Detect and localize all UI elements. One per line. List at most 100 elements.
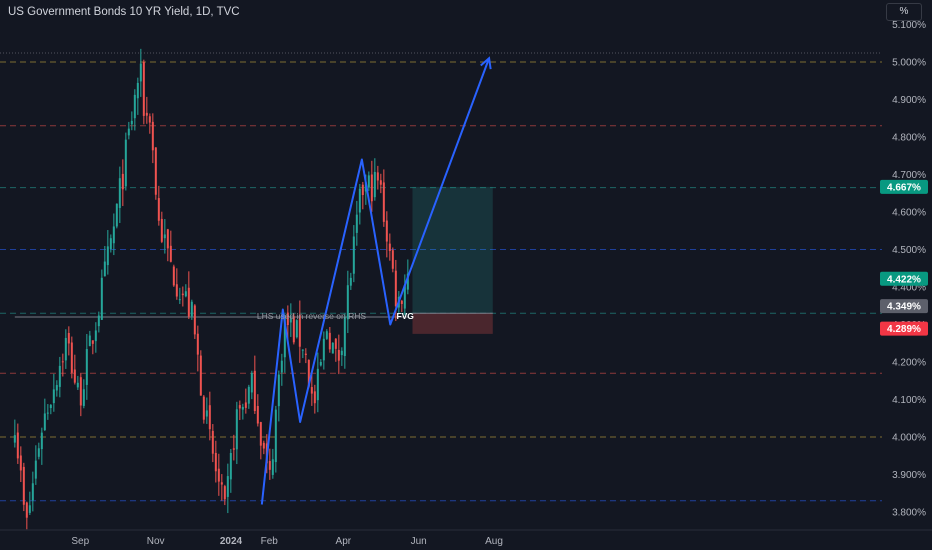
target-zone bbox=[412, 186, 493, 314]
candle-up bbox=[352, 236, 355, 274]
candle-down bbox=[151, 121, 154, 151]
candle-up bbox=[13, 435, 16, 443]
candle-up bbox=[88, 335, 91, 347]
candle-up bbox=[49, 404, 52, 409]
candle-up bbox=[31, 483, 34, 501]
candle-down bbox=[61, 361, 64, 363]
candle-down bbox=[391, 250, 394, 269]
candle-up bbox=[139, 63, 142, 82]
x-tick-label: 2024 bbox=[220, 536, 243, 547]
candle-down bbox=[298, 315, 301, 347]
candle-up bbox=[133, 94, 136, 119]
candle-up bbox=[178, 299, 181, 301]
candle-down bbox=[208, 405, 211, 430]
x-tick-label: Jun bbox=[411, 536, 427, 547]
candle-down bbox=[25, 502, 28, 518]
candle-down bbox=[223, 486, 226, 500]
candle-up bbox=[43, 413, 46, 431]
candle-up bbox=[163, 234, 166, 239]
candle-up bbox=[349, 277, 352, 286]
candle-up bbox=[340, 350, 343, 356]
candle-down bbox=[202, 396, 205, 420]
x-tick-label: Aug bbox=[485, 536, 503, 547]
candle-up bbox=[274, 409, 277, 463]
price-tag-label: 4.289% bbox=[887, 324, 921, 335]
fvg-label: FVG bbox=[396, 311, 414, 321]
pattern-arrowhead bbox=[480, 56, 492, 70]
candle-up bbox=[34, 460, 37, 479]
x-tick-label: Sep bbox=[71, 536, 89, 547]
candle-up bbox=[406, 273, 409, 290]
candle-up bbox=[85, 349, 88, 385]
candle-up bbox=[283, 316, 286, 358]
candle-up bbox=[127, 128, 130, 136]
pattern-layer bbox=[260, 56, 492, 505]
candle-up bbox=[112, 226, 115, 244]
candle-up bbox=[46, 412, 49, 414]
annotations: LHS used in reverse on RHS FVG bbox=[257, 311, 414, 321]
candle-down bbox=[175, 284, 178, 297]
candle-up bbox=[280, 360, 283, 373]
candle-up bbox=[52, 389, 55, 404]
price-tag-bg bbox=[880, 321, 928, 336]
candle-down bbox=[310, 387, 313, 394]
candle-up bbox=[130, 120, 133, 125]
candle-down bbox=[388, 243, 391, 252]
candle-down bbox=[337, 349, 340, 361]
candle-up bbox=[100, 277, 103, 320]
candle-up bbox=[64, 337, 67, 361]
position-zones bbox=[412, 186, 493, 334]
candlestick-series bbox=[13, 48, 409, 530]
candle-down bbox=[79, 377, 82, 406]
candle-up bbox=[346, 285, 349, 320]
candle-up bbox=[58, 365, 61, 387]
candle-up bbox=[37, 448, 40, 457]
candle-down bbox=[304, 353, 307, 355]
price-tag-label: 4.667% bbox=[887, 182, 921, 193]
candle-up bbox=[118, 178, 121, 208]
candle-up bbox=[271, 459, 274, 475]
candle-up bbox=[97, 315, 100, 327]
candle-up bbox=[76, 382, 79, 388]
price-scale[interactable] bbox=[882, 0, 932, 530]
candle-down bbox=[193, 305, 196, 335]
candle-down bbox=[196, 333, 199, 355]
y-tick-label: 3.900% bbox=[892, 470, 926, 481]
y-tick-label: 4.100% bbox=[892, 395, 926, 406]
candle-down bbox=[376, 172, 379, 181]
candle-down bbox=[67, 333, 70, 344]
price-tag: 4.289% bbox=[880, 321, 928, 336]
price-tag-bg bbox=[880, 299, 928, 314]
candle-up bbox=[403, 285, 406, 309]
candle-up bbox=[247, 386, 250, 404]
x-axis: Sep Nov 2024 Feb Apr Jun Aug bbox=[71, 536, 503, 547]
price-tag: 4.349% bbox=[880, 299, 928, 314]
y-tick-label: 4.800% bbox=[892, 133, 926, 144]
candle-down bbox=[145, 112, 148, 116]
candle-up bbox=[343, 316, 346, 357]
candle-up bbox=[184, 291, 187, 297]
candle-down bbox=[307, 359, 310, 387]
candle-down bbox=[22, 466, 25, 505]
candle-down bbox=[370, 174, 373, 202]
candle-up bbox=[241, 406, 244, 410]
candle-down bbox=[328, 332, 331, 350]
candle-down bbox=[220, 482, 223, 485]
candle-up bbox=[289, 318, 292, 323]
candle-up bbox=[136, 82, 139, 99]
y-tick-label: 4.700% bbox=[892, 170, 926, 181]
candle-down bbox=[199, 355, 202, 396]
candle-up bbox=[55, 385, 58, 391]
candle-up bbox=[373, 171, 376, 198]
candle-up bbox=[106, 246, 109, 266]
candle-down bbox=[385, 220, 388, 242]
percent-scale-button[interactable]: % bbox=[886, 3, 922, 21]
candle-down bbox=[334, 338, 337, 349]
y-tick-label: 4.600% bbox=[892, 208, 926, 219]
candle-down bbox=[382, 182, 385, 222]
candle-up bbox=[226, 476, 229, 497]
price-tag: 4.667% bbox=[880, 179, 928, 194]
candle-up bbox=[115, 203, 118, 227]
candle-down bbox=[91, 340, 94, 344]
